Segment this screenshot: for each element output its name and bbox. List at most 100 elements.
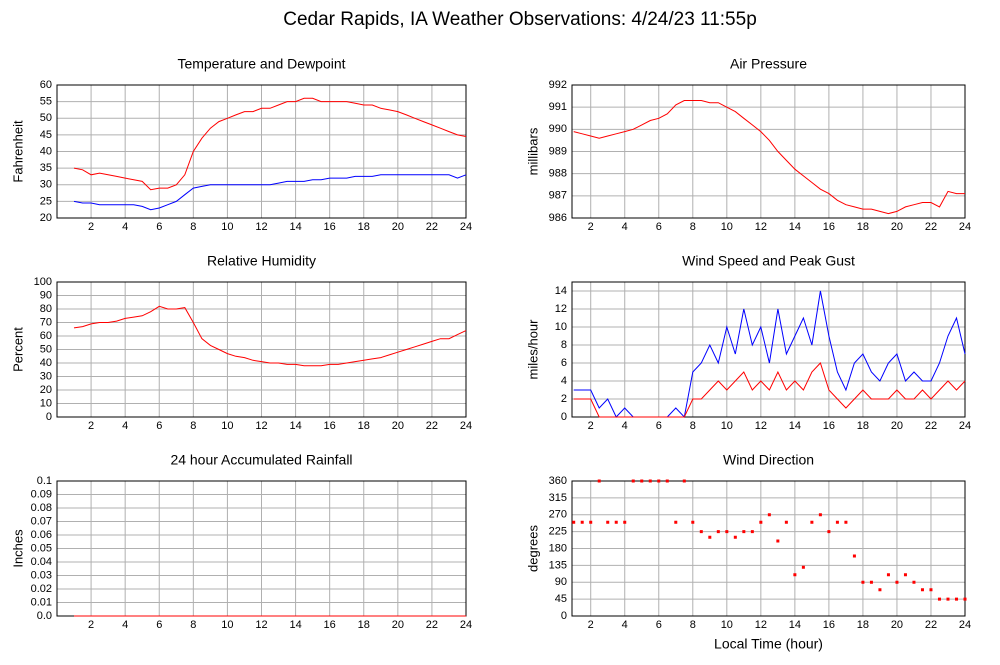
y-axis-label: Inches (10, 529, 25, 568)
data-point (742, 530, 746, 534)
x-tick-label: 2 (88, 221, 94, 233)
x-tick-label: 20 (891, 420, 903, 432)
y-tick-label: 986 (549, 212, 567, 224)
y-tick-label: 0 (561, 411, 567, 423)
x-tick-label: 14 (289, 221, 301, 233)
data-point (614, 520, 618, 524)
y-tick-label: 990 (549, 123, 567, 135)
y-tick-label: 20 (40, 212, 52, 224)
y-tick-label: 45 (555, 593, 567, 605)
x-tick-label: 2 (588, 221, 594, 233)
y-axis-label: degrees (525, 525, 540, 572)
data-point (861, 580, 865, 584)
y-tick-label: 60 (40, 79, 52, 91)
y-tick-label: 60 (40, 330, 52, 342)
x-tick-label: 20 (891, 221, 903, 233)
y-tick-label: 991 (549, 101, 567, 113)
x-tick-label: 10 (221, 221, 233, 233)
x-tick-label: 2 (88, 420, 94, 432)
x-tick-label: 10 (721, 619, 733, 631)
x-tick-label: 22 (925, 221, 937, 233)
x-tick-label: 12 (755, 420, 767, 432)
data-line (73, 305, 467, 367)
data-line (573, 362, 966, 418)
y-tick-label: 14 (555, 285, 567, 297)
y-tick-label: 10 (555, 321, 567, 333)
x-tick-label: 4 (622, 221, 628, 233)
data-point (793, 573, 797, 577)
y-tick-label: 100 (34, 276, 52, 288)
y-tick-label: 90 (40, 289, 52, 301)
x-tick-label: 24 (959, 221, 971, 233)
x-tick-label: 12 (255, 619, 267, 631)
x-tick-label: 6 (156, 619, 162, 631)
data-point (852, 554, 856, 558)
x-tick-label: 16 (324, 420, 336, 432)
y-axis-label: millibars (525, 127, 540, 175)
x-tick-label: 14 (789, 619, 801, 631)
x-tick-label: 22 (925, 420, 937, 432)
data-point (767, 513, 771, 517)
data-point (903, 573, 907, 577)
x-tick-label: 24 (959, 420, 971, 432)
y-tick-label: 0.04 (31, 556, 52, 568)
x-tick-label: 10 (721, 420, 733, 432)
x-tick-label: 2 (88, 619, 94, 631)
data-point (699, 530, 703, 534)
x-tick-label: 18 (358, 420, 370, 432)
chart-title: Air Pressure (730, 56, 807, 72)
x-tick-label: 2 (588, 420, 594, 432)
y-tick-label: 0.09 (31, 488, 52, 500)
data-point (597, 479, 601, 483)
y-tick-label: 0.06 (31, 529, 52, 541)
y-tick-label: 50 (40, 343, 52, 355)
data-point (674, 520, 678, 524)
x-tick-label: 22 (426, 420, 438, 432)
data-point (929, 588, 933, 592)
data-point (691, 520, 695, 524)
x-tick-label: 6 (656, 619, 662, 631)
x-tick-label: 8 (690, 420, 696, 432)
x-tick-label: 16 (324, 221, 336, 233)
x-tick-label: 8 (690, 221, 696, 233)
y-tick-label: 35 (40, 162, 52, 174)
y-tick-label: 225 (549, 526, 567, 538)
data-point (878, 588, 882, 592)
y-tick-label: 988 (549, 168, 567, 180)
data-point (801, 565, 805, 569)
y-tick-label: 0.08 (31, 502, 52, 514)
x-tick-label: 24 (959, 619, 971, 631)
y-tick-label: 0 (46, 411, 52, 423)
y-tick-label: 987 (549, 190, 567, 202)
data-line (573, 100, 965, 215)
x-tick-label: 12 (755, 619, 767, 631)
data-point (844, 520, 848, 524)
data-point (784, 520, 788, 524)
y-tick-label: 0.0 (37, 610, 52, 622)
x-tick-label: 16 (823, 221, 835, 233)
y-tick-label: 989 (549, 145, 567, 157)
y-tick-label: 180 (549, 542, 567, 554)
x-tick-label: 10 (721, 221, 733, 233)
y-tick-label: 0.05 (31, 542, 52, 554)
data-point (937, 597, 941, 601)
data-point (640, 479, 644, 483)
x-tick-label: 4 (622, 619, 628, 631)
x-tick-label: 12 (255, 221, 267, 233)
data-point (759, 520, 763, 524)
y-axis-label: Percent (10, 327, 25, 372)
data-point (725, 530, 729, 534)
plot-frame (571, 281, 966, 418)
y-tick-label: 0.1 (37, 475, 52, 487)
x-tick-label: 18 (358, 619, 370, 631)
x-tick-label: 22 (925, 619, 937, 631)
y-tick-label: 70 (40, 316, 52, 328)
data-point (708, 535, 712, 539)
x-tick-label: 10 (221, 619, 233, 631)
y-tick-label: 0.01 (31, 596, 52, 608)
x-tick-label: 8 (190, 221, 196, 233)
data-point (895, 580, 899, 584)
x-axis-label: Local Time (hour) (714, 636, 823, 652)
data-point (750, 530, 754, 534)
y-tick-label: 55 (40, 96, 52, 108)
